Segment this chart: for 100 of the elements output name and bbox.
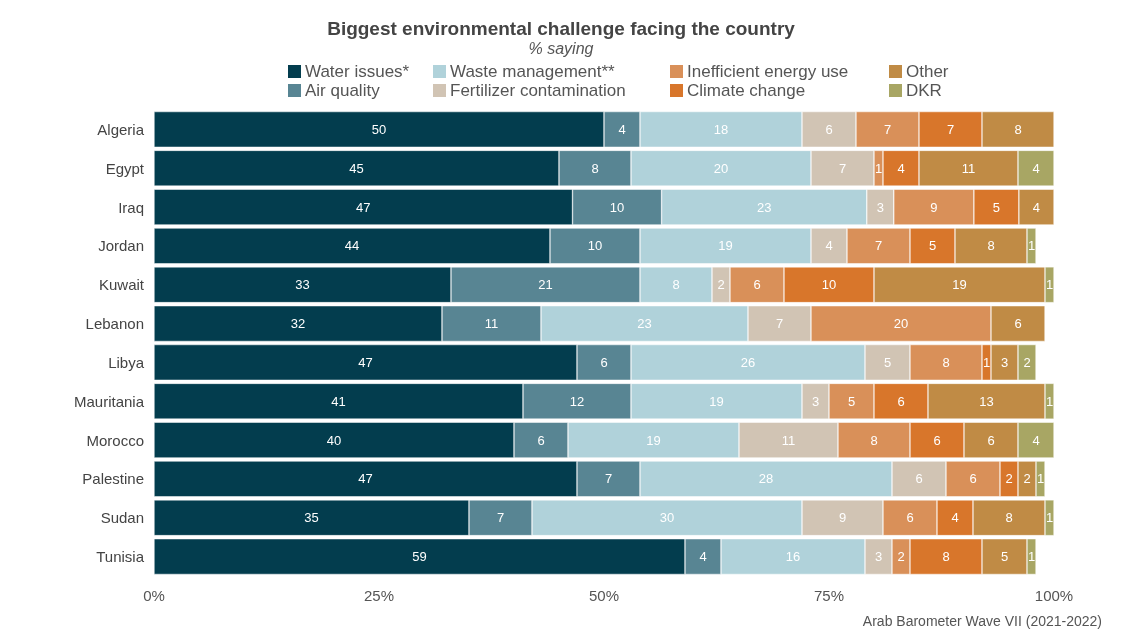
data-label: 19: [646, 432, 661, 448]
legend-label: Climate change: [687, 81, 806, 100]
data-label: 2: [717, 277, 725, 293]
y-tick-label: Jordan: [98, 237, 144, 255]
x-tick-label: 50%: [588, 587, 620, 604]
data-label: 45: [349, 160, 364, 176]
data-label: 5: [883, 354, 892, 370]
data-label: 13: [979, 393, 994, 409]
legend-label: Inefficient energy use: [687, 62, 849, 81]
data-label: 7: [496, 510, 505, 526]
data-label: 1: [1045, 393, 1054, 409]
data-label: 20: [713, 160, 729, 176]
data-label: 5: [928, 238, 937, 254]
data-label: 5: [847, 393, 856, 409]
data-label: 2: [897, 549, 905, 565]
data-label: 8: [1014, 121, 1022, 137]
data-label: 6: [825, 121, 833, 137]
chart-subtitle: % saying: [528, 39, 594, 57]
data-label: 8: [1005, 510, 1013, 526]
data-label: 1: [1027, 238, 1036, 254]
data-label: 26: [740, 354, 756, 370]
data-label: 32: [290, 316, 306, 332]
data-label: 1: [1045, 510, 1054, 526]
data-label: 2: [1005, 471, 1013, 487]
data-label: 40: [326, 432, 342, 448]
y-tick-label: Lebanon: [85, 315, 144, 333]
data-label: 1: [1045, 277, 1054, 293]
x-tick-label: 25%: [363, 587, 395, 604]
data-label: 3: [811, 393, 820, 409]
y-tick-label: Sudan: [100, 509, 144, 527]
data-label: 1: [874, 160, 883, 176]
data-label: 2: [1023, 354, 1031, 370]
data-label: 8: [942, 354, 950, 370]
data-label: 19: [709, 393, 724, 409]
y-tick-label: Egypt: [105, 159, 145, 177]
y-tick-label: Iraq: [118, 198, 144, 216]
y-tick-label: Mauritania: [73, 392, 145, 410]
data-label: 7: [604, 471, 613, 487]
data-label: 35: [304, 510, 319, 526]
data-label: 4: [825, 238, 833, 254]
legend-label: Waste management**: [450, 62, 616, 81]
x-tick-label: 0%: [143, 587, 165, 604]
data-label: 2: [1023, 471, 1031, 487]
data-label: 9: [838, 510, 847, 526]
chart-title: Biggest environmental challenge facing the country: [327, 18, 796, 39]
data-label: 23: [637, 316, 652, 332]
data-label: 6: [987, 432, 995, 448]
data-label: 5: [1000, 549, 1009, 565]
data-label: 8: [987, 238, 995, 254]
data-label: 3: [876, 199, 884, 215]
data-label: 4: [618, 121, 626, 137]
data-label: 6: [915, 471, 923, 487]
data-label: 6: [906, 510, 914, 526]
data-label: 6: [969, 471, 977, 487]
data-label: 7: [775, 316, 784, 332]
y-tick-label: Palestine: [82, 470, 144, 488]
data-label: 6: [753, 277, 761, 293]
data-label: 7: [883, 121, 892, 137]
data-label: 11: [781, 432, 796, 448]
data-label: 59: [412, 549, 427, 565]
data-label: 9: [930, 199, 938, 215]
data-label: 6: [933, 432, 941, 448]
data-label: 4: [1032, 199, 1041, 215]
data-label: 16: [785, 549, 801, 565]
y-tick-label: Libya: [108, 353, 145, 371]
legend-label: Fertilizer contamination: [450, 81, 626, 100]
data-label: 12: [569, 393, 585, 409]
data-label: 11: [961, 160, 976, 176]
data-label: 18: [713, 121, 729, 137]
data-label: 4: [699, 549, 707, 565]
data-label: 8: [591, 160, 599, 176]
data-label: 5: [992, 199, 1001, 215]
data-label: 47: [356, 199, 371, 215]
x-tick-label: 75%: [813, 587, 845, 604]
data-label: 6: [537, 432, 545, 448]
data-label: 8: [870, 432, 878, 448]
data-label: 47: [358, 354, 373, 370]
data-label: 8: [672, 277, 680, 293]
data-label: 30: [659, 510, 675, 526]
data-label: 11: [484, 316, 499, 332]
data-label: 4: [951, 510, 959, 526]
legend-label: Water issues*: [305, 62, 410, 81]
data-label: 1: [1036, 471, 1045, 487]
data-label: 20: [893, 316, 909, 332]
y-tick-label: Tunisia: [96, 548, 145, 566]
data-label: 1: [982, 354, 991, 370]
data-label: 3: [874, 549, 883, 565]
data-label: 3: [1000, 354, 1009, 370]
data-label: 50: [371, 121, 387, 137]
data-label: 7: [838, 160, 847, 176]
data-label: 8: [942, 549, 950, 565]
data-label: 4: [1032, 160, 1040, 176]
x-tick-label: 100%: [1034, 587, 1074, 604]
data-label: 1: [1027, 549, 1036, 565]
legend-label: Other: [906, 62, 949, 81]
data-label: 6: [1014, 316, 1022, 332]
data-label: 21: [538, 277, 553, 293]
y-tick-label: Kuwait: [98, 276, 145, 294]
data-label: 33: [295, 277, 310, 293]
data-label: 44: [344, 238, 360, 254]
